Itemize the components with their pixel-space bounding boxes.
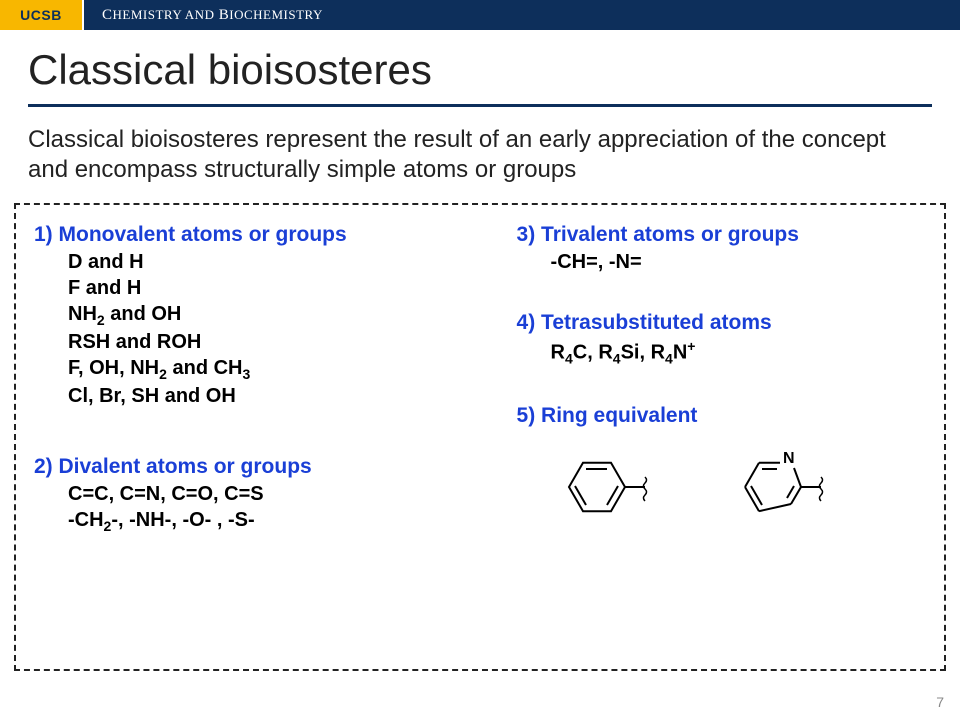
g2-item: -CH2-, -NH-, -O- , -S-: [68, 507, 487, 535]
group4-head: 4) Tetrasubstituted atoms: [517, 311, 926, 335]
g1-item: NH2 and OH: [68, 301, 487, 329]
slide-title: Classical bioisosteres: [28, 46, 932, 94]
group1-head: 1) Monovalent atoms or groups: [34, 223, 487, 247]
group4-items: R4C, R4Si, R4N+: [551, 337, 926, 368]
banner: UCSB CHEMISTRY AND BIOCHEMISTRY: [0, 0, 960, 30]
page-number: 7: [936, 694, 944, 710]
left-column: 1) Monovalent atoms or groups D and H F …: [34, 223, 487, 647]
g4-item: R4C, R4Si, R4N+: [551, 337, 926, 368]
ring-diagrams: N: [557, 442, 926, 532]
title-area: Classical bioisosteres: [0, 30, 960, 98]
g1-item: F, OH, NH2 and CH3: [68, 355, 487, 383]
dashed-box: 1) Monovalent atoms or groups D and H F …: [14, 203, 946, 671]
department-name: CHEMISTRY AND BIOCHEMISTRY: [102, 7, 323, 24]
g2-item: C=C, C=N, C=O, C=S: [68, 481, 487, 507]
group1-items: D and H F and H NH2 and OH RSH and ROH F…: [68, 249, 487, 409]
pyridine-ring: N: [733, 442, 863, 532]
right-column: 3) Trivalent atoms or groups -CH=, -N= 4…: [517, 223, 926, 647]
group2-head: 2) Divalent atoms or groups: [34, 455, 487, 479]
benzene-ring: [557, 442, 687, 532]
columns: 1) Monovalent atoms or groups D and H F …: [34, 223, 926, 647]
g1-item: Cl, Br, SH and OH: [68, 383, 487, 409]
intro-text: Classical bioisosteres represent the res…: [0, 107, 960, 185]
slide: UCSB CHEMISTRY AND BIOCHEMISTRY Classica…: [0, 0, 960, 720]
g1-item: RSH and ROH: [68, 329, 487, 355]
g3-item: -CH=, -N=: [551, 249, 926, 275]
ucsb-logo-badge: UCSB: [0, 0, 84, 30]
g1-item: F and H: [68, 275, 487, 301]
group3-head: 3) Trivalent atoms or groups: [517, 223, 926, 247]
group5-head: 5) Ring equivalent: [517, 404, 926, 428]
svg-text:N: N: [783, 450, 795, 467]
group3-items: -CH=, -N=: [551, 249, 926, 275]
g1-item: D and H: [68, 249, 487, 275]
group2-items: C=C, C=N, C=O, C=S -CH2-, -NH-, -O- , -S…: [68, 481, 487, 535]
